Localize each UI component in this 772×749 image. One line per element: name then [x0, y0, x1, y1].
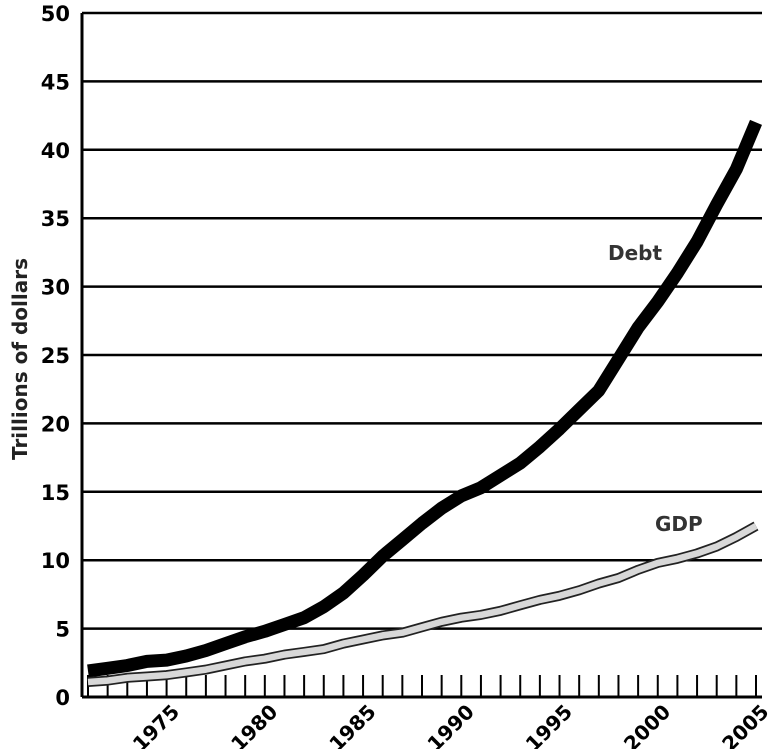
y-tick-label: 40 — [41, 139, 70, 163]
y-tick-label: 50 — [41, 2, 70, 26]
y-tick-label: 10 — [41, 549, 70, 573]
y-tick-label: 5 — [55, 618, 70, 642]
x-tick-label: 1980 — [226, 700, 282, 749]
x-tick-label: 2000 — [619, 700, 675, 749]
x-tick-label: 1995 — [521, 700, 577, 749]
series-line-debt — [87, 119, 762, 678]
x-tick-label: 2005 — [717, 700, 772, 749]
y-tick-label: 30 — [41, 276, 70, 300]
y-axis-title: Trillions of dollars — [8, 258, 32, 460]
y-tick-labels: 0 5 10 15 20 25 30 35 40 45 50 — [41, 2, 70, 710]
x-tick-label: 1985 — [324, 700, 380, 749]
series-line-gdp — [87, 523, 758, 686]
y-tick-label: 45 — [41, 70, 70, 94]
y-tick-label: 35 — [41, 207, 70, 231]
series-label-debt: Debt — [608, 241, 662, 265]
y-tick-label: 0 — [55, 686, 70, 710]
x-tick-label: 1990 — [422, 700, 478, 749]
series-lines — [87, 119, 762, 687]
y-tick-label: 15 — [41, 481, 70, 505]
x-tick-label: 1975 — [128, 700, 184, 749]
gridlines — [82, 11, 762, 630]
x-minor-ticks — [87, 675, 757, 697]
series-label-gdp: GDP — [655, 512, 703, 536]
x-tick-labels: 1975 1980 1985 1990 1995 2000 2005 — [128, 700, 772, 749]
y-tick-label: 25 — [41, 344, 70, 368]
y-tick-label: 20 — [41, 412, 70, 436]
